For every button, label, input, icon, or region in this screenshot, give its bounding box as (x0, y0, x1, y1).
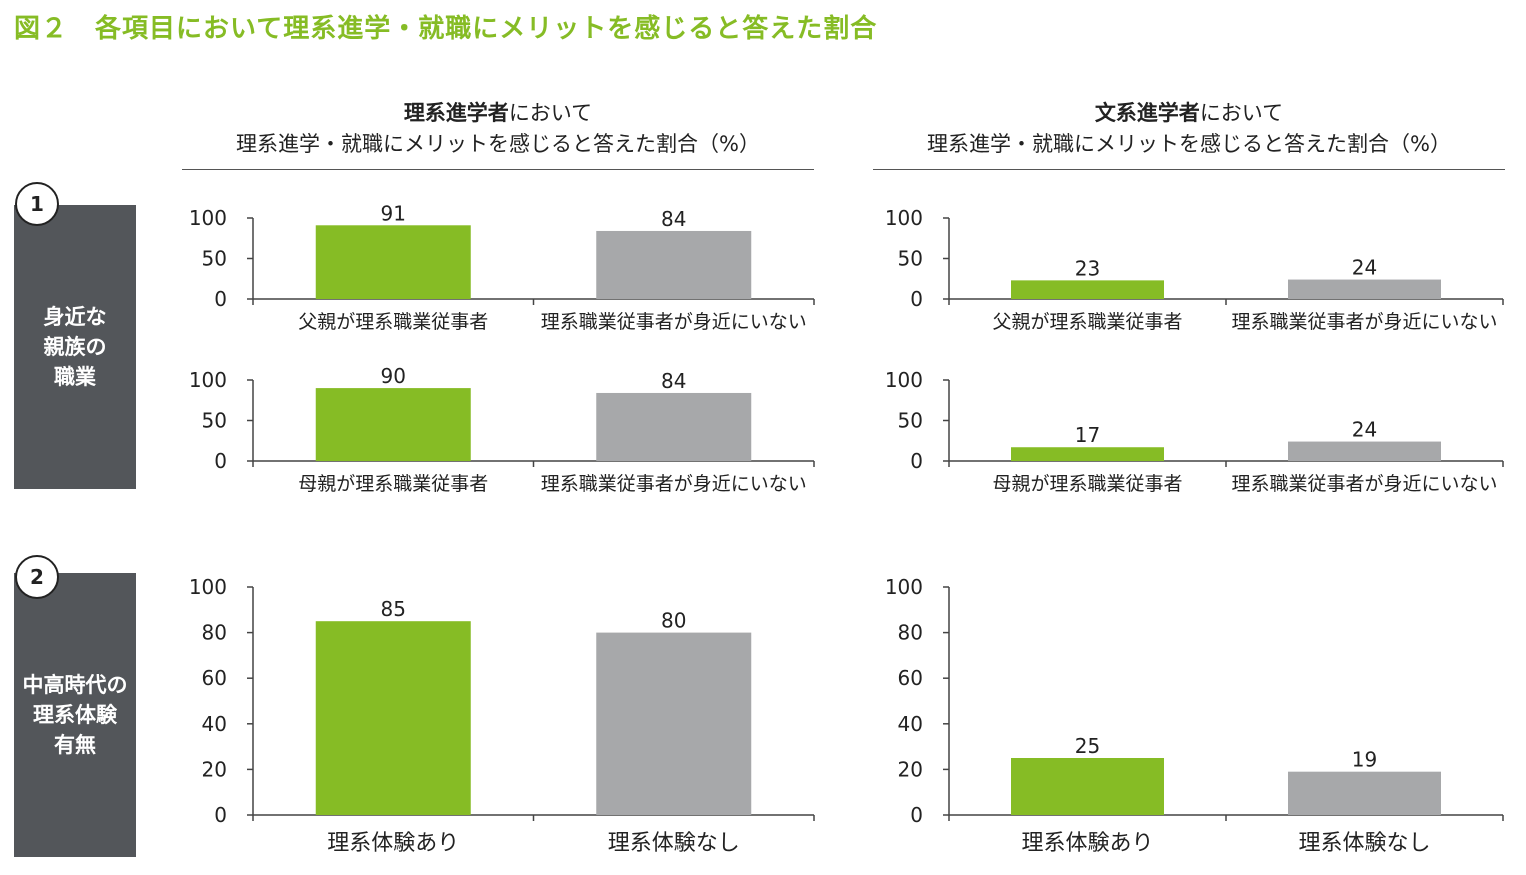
row-number-badge: 1 (15, 182, 59, 226)
bar (1288, 279, 1441, 299)
data-label: 84 (661, 369, 686, 393)
y-tick-label: 50 (202, 247, 227, 271)
category-label: 理系体験なし (1298, 831, 1430, 856)
data-label: 84 (661, 207, 686, 231)
row-label-text: 身近な 親族の 職業 (43, 305, 107, 389)
data-label: 19 (1352, 748, 1377, 772)
column-header-rest: において (1199, 101, 1284, 125)
y-tick-label: 80 (898, 621, 923, 645)
y-tick-label: 100 (189, 206, 227, 230)
column-header-line1: 文系進学者において (873, 98, 1505, 129)
bar (1288, 441, 1441, 461)
y-tick-label: 0 (910, 287, 923, 311)
y-tick-label: 100 (885, 206, 923, 230)
y-tick-label: 50 (202, 409, 227, 433)
data-label: 90 (381, 364, 406, 388)
category-label: 理系体験あり (327, 831, 459, 856)
y-tick-label: 20 (202, 757, 227, 781)
column-header-humanities: 文系進学者において 理系進学・就職にメリットを感じると答えた割合（%） (873, 98, 1505, 160)
y-tick-label: 100 (885, 368, 923, 392)
y-tick-label: 0 (910, 449, 923, 473)
category-label: 理系職業従事者が身近にいない (541, 311, 807, 333)
bar (315, 621, 471, 815)
data-label: 25 (1075, 734, 1100, 758)
y-tick-label: 100 (189, 575, 227, 599)
y-tick-label: 80 (202, 621, 227, 645)
bar (596, 230, 752, 299)
bar (1288, 771, 1441, 815)
category-label: 理系体験あり (1021, 831, 1153, 856)
bar (1011, 447, 1164, 461)
column-header-bold: 理系進学者 (403, 101, 509, 125)
row-label-text: 中高時代の 理系体験 有無 (22, 673, 128, 757)
y-tick-label: 0 (214, 803, 227, 827)
data-label: 24 (1352, 418, 1377, 442)
bar (315, 388, 471, 461)
data-label: 17 (1075, 423, 1100, 447)
column-header-line1: 理系進学者において (182, 98, 814, 129)
y-tick-label: 40 (898, 712, 923, 736)
y-tick-label: 50 (898, 247, 923, 271)
y-tick-label: 60 (898, 666, 923, 690)
bar (596, 632, 752, 815)
column-header-line2: 理系進学・就職にメリットを感じると答えた割合（%） (927, 132, 1451, 156)
y-tick-label: 60 (202, 666, 227, 690)
category-label: 母親が理系職業従事者 (992, 473, 1182, 495)
bar (1011, 758, 1164, 815)
column-header-rest: において (508, 101, 593, 125)
y-tick-label: 0 (910, 803, 923, 827)
category-label: 母親が理系職業従事者 (298, 473, 488, 495)
data-label: 91 (381, 201, 406, 225)
category-label: 父親が理系職業従事者 (298, 311, 488, 333)
data-label: 23 (1075, 256, 1100, 280)
bar (1011, 280, 1164, 299)
y-tick-label: 100 (885, 575, 923, 599)
bar (315, 225, 471, 299)
y-tick-label: 0 (214, 449, 227, 473)
data-label: 85 (381, 597, 406, 621)
row-label-family: 身近な 親族の 職業 (14, 205, 136, 489)
category-label: 理系体験なし (608, 831, 740, 856)
column-header-line2: 理系進学・就職にメリットを感じると答えた割合（%） (236, 132, 760, 156)
column-header-science: 理系進学者において 理系進学・就職にメリットを感じると答えた割合（%） (182, 98, 814, 160)
column-header-bold: 文系進学者 (1094, 101, 1200, 125)
row-label-experience: 中高時代の 理系体験 有無 (14, 573, 136, 857)
y-tick-label: 20 (898, 757, 923, 781)
figure-title: 図２ 各項目において理系進学・就職にメリットを感じると答えた割合 (14, 14, 878, 44)
data-label: 80 (661, 609, 686, 633)
column-divider (182, 169, 814, 170)
data-label: 24 (1352, 256, 1377, 280)
category-label: 理系職業従事者が身近にいない (1231, 473, 1497, 495)
y-tick-label: 0 (214, 287, 227, 311)
column-divider (873, 169, 1505, 170)
y-tick-label: 40 (202, 712, 227, 736)
category-label: 父親が理系職業従事者 (992, 311, 1182, 333)
y-tick-label: 50 (898, 409, 923, 433)
bar (596, 392, 752, 461)
category-label: 理系職業従事者が身近にいない (541, 473, 807, 495)
row-number-badge: 2 (15, 555, 59, 599)
y-tick-label: 100 (189, 368, 227, 392)
category-label: 理系職業従事者が身近にいない (1231, 311, 1497, 333)
